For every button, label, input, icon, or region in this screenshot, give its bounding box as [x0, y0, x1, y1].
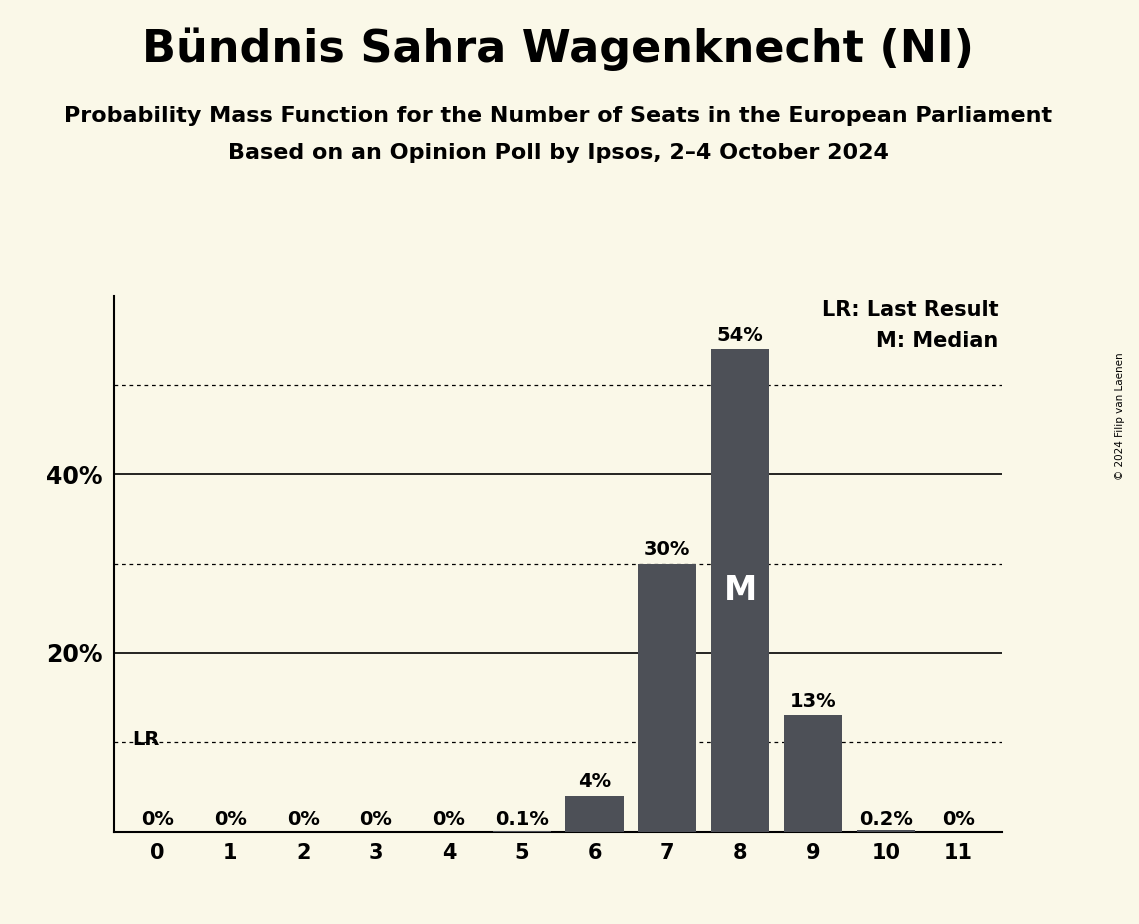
Bar — [711, 349, 769, 832]
Text: 0%: 0% — [942, 810, 975, 829]
Text: © 2024 Filip van Laenen: © 2024 Filip van Laenen — [1115, 352, 1124, 480]
Bar — [857, 830, 915, 832]
Text: 30%: 30% — [645, 541, 690, 559]
Text: LR: LR — [132, 731, 159, 749]
Text: 54%: 54% — [716, 326, 763, 345]
Text: 0%: 0% — [360, 810, 393, 829]
Text: 0%: 0% — [287, 810, 320, 829]
Bar — [565, 796, 624, 832]
Text: M: Median: M: Median — [876, 332, 999, 351]
Text: 0%: 0% — [141, 810, 174, 829]
Bar — [784, 715, 842, 832]
Text: M: M — [723, 574, 756, 607]
Text: Based on an Opinion Poll by Ipsos, 2–4 October 2024: Based on an Opinion Poll by Ipsos, 2–4 O… — [228, 143, 888, 164]
Text: 4%: 4% — [577, 772, 612, 791]
Text: LR: Last Result: LR: Last Result — [822, 300, 999, 320]
Text: 13%: 13% — [789, 692, 836, 711]
Text: Probability Mass Function for the Number of Seats in the European Parliament: Probability Mass Function for the Number… — [64, 106, 1052, 127]
Text: 0%: 0% — [433, 810, 466, 829]
Text: 0.1%: 0.1% — [494, 810, 549, 829]
Text: 0.2%: 0.2% — [859, 810, 912, 829]
Text: Bündnis Sahra Wagenknecht (NI): Bündnis Sahra Wagenknecht (NI) — [142, 28, 974, 71]
Text: 0%: 0% — [214, 810, 247, 829]
Bar — [638, 564, 696, 832]
